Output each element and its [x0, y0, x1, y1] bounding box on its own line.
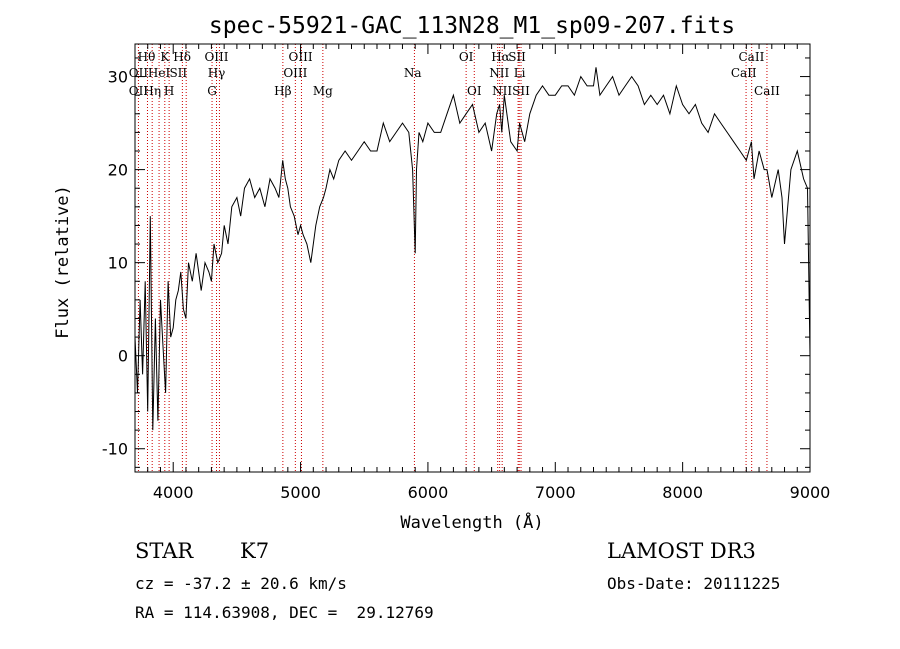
x-tick-label: 9000: [790, 483, 831, 502]
line-label: CaII: [739, 50, 765, 64]
line-label: OIII: [289, 50, 313, 64]
y-axis: -10 0 10 20 30: [102, 57, 810, 468]
line-label: HeI: [148, 66, 171, 80]
chart-title: spec-55921-GAC_113N28_M1_sp09-207.fits: [209, 13, 735, 39]
line-label: Hα: [491, 50, 510, 64]
line-label: Hδ: [173, 50, 191, 64]
redshift-readout: cz = -37.2 ± 20.6 km/s: [135, 574, 347, 593]
line-label: G: [207, 84, 217, 98]
line-label: NII: [489, 66, 509, 80]
line-label: OII: [129, 84, 149, 98]
survey-name: LAMOST DR3: [607, 539, 756, 563]
line-label: Hη: [143, 84, 161, 98]
x-tick-label: 8000: [662, 483, 703, 502]
line-label: K: [160, 50, 170, 64]
coordinates: RA = 114.63908, DEC = 29.12769: [135, 603, 434, 622]
x-tick-label: 6000: [408, 483, 449, 502]
line-label: SII: [508, 50, 526, 64]
line-label: SII: [512, 84, 530, 98]
y-tick-label: 0: [118, 347, 128, 366]
line-label: OIII: [283, 66, 307, 80]
line-label: Li: [514, 66, 526, 80]
y-axis-label: Flux (relative): [53, 185, 73, 339]
x-tick-label: 7000: [535, 483, 576, 502]
y-tick-label: 10: [108, 254, 128, 273]
line-label: Na: [404, 66, 422, 80]
y-tick-label: -10: [102, 440, 128, 459]
line-label: CaII: [754, 84, 780, 98]
line-label: Mg: [313, 84, 333, 98]
line-label: Hγ: [208, 66, 226, 80]
line-label: Hθ: [138, 50, 156, 64]
obs-date: Obs-Date: 20111225: [607, 574, 781, 593]
line-label: OI: [459, 50, 474, 64]
line-label: SII: [169, 66, 187, 80]
line-label: NII: [492, 84, 512, 98]
line-label: H: [164, 84, 174, 98]
x-axis: 4000 5000 6000 7000 8000 9000: [134, 44, 831, 502]
y-tick-label: 30: [108, 68, 128, 87]
spectral-line-markers: [137, 44, 768, 472]
plot-frame: [134, 43, 811, 473]
object-subclass: K7: [240, 539, 270, 563]
x-tick-label: 4000: [153, 483, 194, 502]
object-class: STAR: [135, 539, 194, 563]
line-label: OI: [467, 84, 482, 98]
line-label: OII: [129, 66, 149, 80]
x-axis-label: Wavelength (Å): [400, 511, 543, 533]
flux-series-line: [134, 67, 811, 431]
line-label: CaII: [731, 66, 757, 80]
x-tick-label: 5000: [280, 483, 321, 502]
line-label: OIII: [204, 50, 228, 64]
line-label: Hβ: [274, 84, 291, 98]
y-tick-label: 20: [108, 161, 128, 180]
